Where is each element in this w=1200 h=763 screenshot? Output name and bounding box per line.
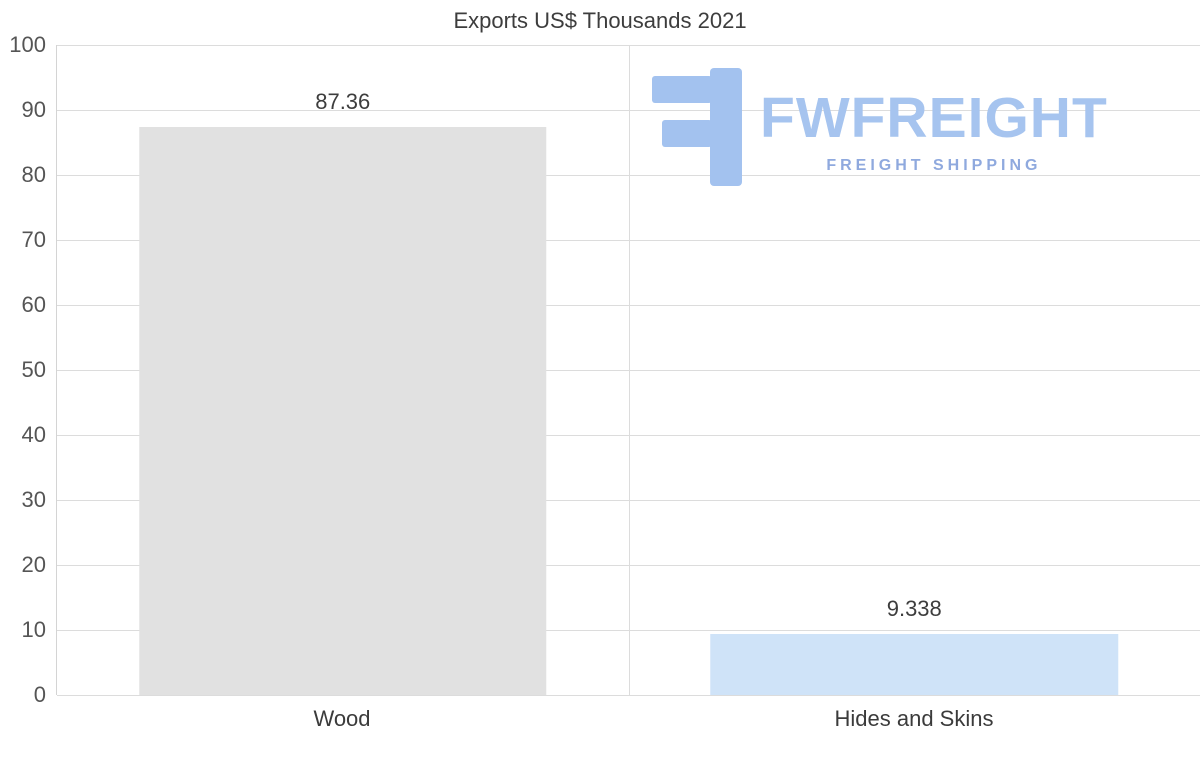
gridline (57, 435, 1200, 436)
y-tick-label: 70 (21, 227, 46, 252)
y-tick-label: 100 (9, 32, 46, 57)
y-tick-label: 10 (21, 617, 46, 642)
bar-columns: 87.36 9.338 (57, 45, 1200, 695)
bar-column: 87.36 (57, 45, 629, 695)
gridline (57, 370, 1200, 371)
y-tick-label: 50 (21, 357, 46, 382)
y-tick-label: 0 (33, 682, 46, 707)
x-category-label: Hides and Skins (834, 706, 994, 731)
bar-value-label: 9.338 (886, 596, 942, 622)
y-tick-label: 40 (21, 422, 46, 447)
plot-area: 87.36 9.338 (56, 45, 1200, 696)
bar-hides-and-skins (710, 634, 1118, 695)
y-tick-label: 80 (21, 162, 46, 187)
gridline (57, 175, 1200, 176)
gridline (57, 240, 1200, 241)
gridline (57, 695, 1200, 696)
y-tick-label: 90 (21, 97, 46, 122)
gridline (57, 630, 1200, 631)
y-tick-label: 30 (21, 487, 46, 512)
gridline (57, 565, 1200, 566)
y-tick-label: 20 (21, 552, 46, 577)
gridline (57, 45, 1200, 46)
gridline (57, 110, 1200, 111)
chart-title: Exports US$ Thousands 2021 (453, 8, 747, 33)
bar-column: 9.338 (629, 45, 1200, 695)
y-tick-label: 60 (21, 292, 46, 317)
bar-wood (139, 127, 547, 695)
gridline (57, 305, 1200, 306)
gridline (57, 500, 1200, 501)
x-axis: Wood Hides and Skins (56, 706, 1200, 732)
bar-value-label: 87.36 (315, 89, 371, 115)
y-axis: 100 90 80 70 60 50 40 30 20 10 0 (0, 32, 46, 707)
x-category-label: Wood (313, 706, 371, 731)
